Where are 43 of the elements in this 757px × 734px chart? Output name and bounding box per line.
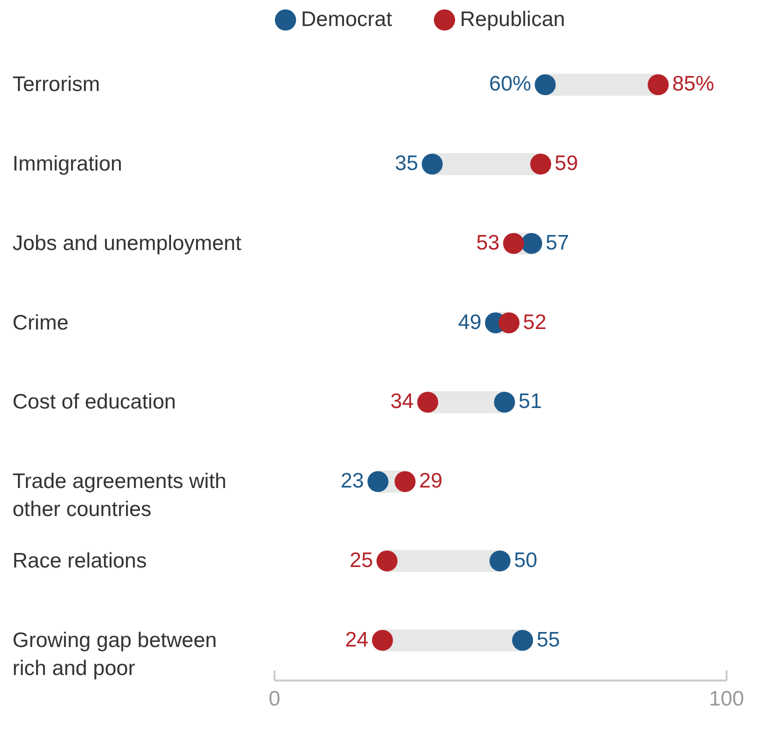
data-label: 55 xyxy=(536,628,560,652)
y-tick-label: Crime xyxy=(12,311,68,334)
y-tick-label: Immigration xyxy=(12,152,122,176)
data-label: 57 xyxy=(546,231,569,254)
point xyxy=(422,154,443,175)
point xyxy=(648,74,669,96)
y-tick-label: Growing gap between rich and poor xyxy=(12,628,217,680)
data-label: 53 xyxy=(476,231,500,254)
point xyxy=(494,392,516,413)
point xyxy=(530,154,552,175)
data-label: 29 xyxy=(419,470,442,493)
point xyxy=(521,232,542,254)
point xyxy=(490,550,510,572)
point xyxy=(394,471,416,492)
x-tick-label: 100 xyxy=(708,688,744,710)
point xyxy=(372,630,393,651)
data-label: 34 xyxy=(390,390,414,414)
data-label: 59 xyxy=(554,152,578,176)
data-label: 35 xyxy=(394,152,418,176)
point xyxy=(417,392,438,413)
point xyxy=(512,630,534,651)
point xyxy=(367,471,388,492)
data-label: 50 xyxy=(514,548,538,572)
y-tick-label: Terrorism xyxy=(12,73,100,96)
data-label: 52 xyxy=(523,310,546,334)
point xyxy=(503,232,524,254)
point xyxy=(376,550,398,572)
legend-label: Republican xyxy=(460,8,566,31)
y-tick-label: Trade agreements with other countries xyxy=(12,470,226,522)
data-label: 51 xyxy=(518,390,542,414)
y-tick-label: Race relations xyxy=(12,549,147,572)
y-tick-label: Jobs and unemployment xyxy=(12,232,242,255)
legend-label: Democrat xyxy=(301,8,392,31)
data-label: 49 xyxy=(458,310,482,334)
point xyxy=(534,74,556,96)
data-label: 85% xyxy=(672,72,714,96)
point xyxy=(498,312,520,334)
data-label: 24 xyxy=(345,628,369,652)
x-tick-label: 0 xyxy=(268,688,280,710)
y-tick-label: Cost of education xyxy=(12,390,176,414)
data-label: 25 xyxy=(350,548,373,572)
data-label: 60% xyxy=(489,72,532,96)
data-label: 23 xyxy=(340,470,364,493)
